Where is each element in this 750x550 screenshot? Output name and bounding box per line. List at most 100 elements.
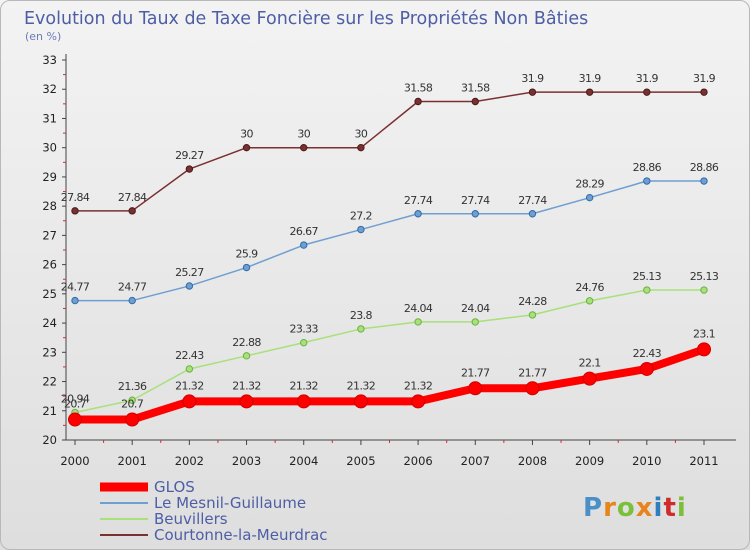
series-point-0: [468, 381, 483, 396]
legend-label: Beuvillers: [154, 510, 228, 528]
series-point-1: [185, 282, 194, 290]
series-point-1: [242, 263, 251, 272]
series-point-3: [585, 88, 594, 96]
data-label: 23.8: [350, 309, 373, 322]
series-point-2: [128, 396, 136, 404]
data-label: 31.58: [461, 82, 490, 95]
data-label: 24.04: [461, 302, 490, 315]
series-point-0: [639, 361, 654, 376]
y-tick-label: 27: [42, 228, 57, 242]
y-tick-label: 20: [42, 433, 57, 447]
y-tick-label: 28: [42, 199, 57, 213]
y-tick-label: 26: [42, 258, 57, 272]
series-point-1: [643, 177, 651, 185]
data-label: 20.94: [61, 393, 90, 406]
series-point-0: [353, 394, 368, 409]
data-label: 25.13: [690, 270, 719, 283]
brand-letter: r: [603, 493, 617, 523]
y-tick-label: 32: [42, 82, 57, 96]
y-tick-label: 25: [42, 287, 57, 301]
data-label: 28.86: [690, 161, 719, 174]
series-point-1: [700, 177, 708, 185]
data-label: 24.77: [118, 281, 147, 294]
data-label: 21.32: [175, 379, 204, 392]
legend-label: Courtonne-la-Meurdrac: [154, 526, 328, 544]
x-tick-label: 2010: [632, 454, 661, 468]
series-lines: [68, 88, 711, 427]
y-tick-label: 31: [42, 111, 57, 125]
data-label: 30: [240, 128, 253, 141]
series-point-0: [697, 342, 711, 357]
data-label: 23.1: [693, 327, 715, 340]
data-label: 27.84: [118, 191, 147, 204]
series-point-1: [357, 225, 365, 234]
data-label: 25.27: [175, 266, 204, 279]
data-label: 21.77: [518, 366, 547, 379]
series-point-3: [185, 165, 194, 173]
data-label: 28.29: [575, 178, 604, 191]
data-label: 26.67: [289, 225, 318, 238]
y-tick-label: 33: [42, 53, 57, 67]
series-point-3: [128, 207, 136, 215]
x-tick-label: 2005: [346, 454, 375, 468]
series-point-1: [71, 296, 79, 305]
series-point-2: [585, 297, 594, 305]
series-point-2: [357, 325, 365, 333]
data-label: 22.43: [175, 349, 204, 362]
data-label: 20.7: [64, 398, 87, 411]
data-label: 27.74: [461, 194, 490, 207]
data-label: 23.33: [289, 323, 318, 336]
data-label: 30: [355, 128, 368, 141]
series-point-3: [643, 88, 651, 96]
data-label: 21.36: [118, 380, 147, 393]
x-tick-label: 2006: [403, 454, 432, 468]
series-point-0: [68, 412, 82, 427]
series-point-1: [528, 210, 537, 218]
data-label: 21.32: [232, 379, 261, 392]
series-point-2: [700, 286, 708, 294]
data-label: 25.13: [633, 270, 662, 283]
data-label: 28.86: [633, 161, 662, 174]
series-point-3: [300, 143, 308, 152]
data-labels: 20.7 20.7 21.32 21.32 21.32 21.32 21.32 21.77 21…: [61, 72, 720, 411]
data-label: 27.84: [61, 191, 90, 204]
data-label: 21.32: [347, 379, 376, 392]
y-tick-label: 24: [42, 316, 57, 330]
series-line-0: [75, 345, 706, 424]
data-label: 22.1: [579, 357, 601, 370]
legend-label: Le Mesnil-Guillaume: [154, 494, 306, 512]
x-tick-label: 2007: [461, 454, 490, 468]
axes: 20 21 22 23 24 25 26 27 28 29 30 31 32 33 2000 2001 2002…: [42, 53, 736, 468]
data-label: 21.32: [289, 379, 318, 392]
data-label: 20.7: [121, 398, 144, 411]
data-label: 27.2: [350, 210, 372, 223]
series-point-1: [300, 241, 308, 249]
series-point-3: [700, 88, 708, 96]
x-tick-label: 2009: [575, 454, 604, 468]
data-label: 22.43: [633, 347, 662, 360]
x-tick-label: 2001: [118, 454, 147, 468]
legend-label: GLOS: [154, 478, 195, 496]
series-point-3: [471, 97, 479, 106]
series-point-2: [185, 365, 194, 373]
series-point-1: [128, 296, 136, 305]
y-tick-label: 29: [42, 170, 57, 184]
chart-title: Evolution du Taux de Taxe Foncière sur l…: [24, 9, 588, 29]
data-label: 22.88: [232, 336, 261, 349]
data-label: 31.58: [404, 82, 433, 95]
data-label: 24.04: [404, 302, 433, 315]
brand-letter: t: [663, 493, 676, 523]
y-tick-label: 21: [42, 404, 57, 418]
series-point-0: [296, 394, 311, 409]
data-label: 31.9: [636, 72, 659, 85]
x-tick-label: 2011: [689, 454, 718, 468]
series-point-2: [242, 352, 251, 360]
brand-letter: i: [654, 493, 664, 523]
data-label: 21.77: [461, 366, 490, 379]
brand-logo: Proxiti: [583, 493, 687, 523]
data-label: 31.9: [693, 72, 716, 85]
series-point-0: [125, 412, 140, 427]
data-label: 25.9: [235, 248, 258, 261]
